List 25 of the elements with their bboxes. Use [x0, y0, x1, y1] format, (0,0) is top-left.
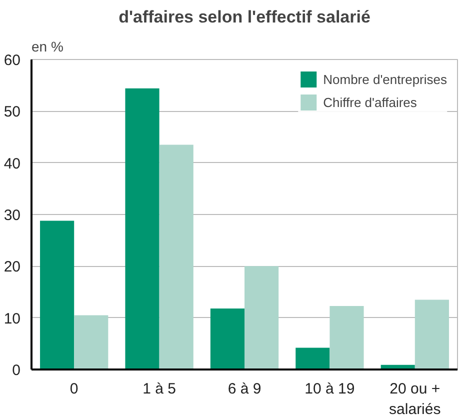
y-tick-label: 60 — [4, 52, 21, 69]
x-tick-label: 0 — [70, 380, 78, 398]
bar — [244, 266, 279, 370]
legend-label: Nombre d'entreprises — [323, 72, 447, 86]
y-tick-label: 0 — [12, 362, 20, 379]
bar — [125, 88, 160, 370]
legend-label: Chiffre d'affaires — [323, 94, 417, 110]
bar — [330, 306, 364, 370]
y-tick-label: 10 — [4, 310, 21, 328]
chart-title: d'affaires selon l'effectif salarié — [118, 8, 370, 26]
y-axis-title: en % — [32, 38, 64, 54]
bar — [40, 220, 74, 370]
bar — [74, 315, 108, 370]
x-tick-label: 10 à 19 — [304, 380, 355, 398]
bar — [159, 144, 194, 370]
x-tick-label: 6 à 9 — [228, 380, 262, 398]
y-tick-label: 40 — [4, 155, 21, 172]
bar — [210, 308, 244, 370]
bar — [296, 348, 330, 370]
y-tick-label: 30 — [4, 207, 21, 224]
y-tick-label: 20 — [4, 258, 21, 276]
bar — [414, 300, 449, 370]
x-tick-label: 20 ou + salariés — [389, 380, 441, 418]
y-tick-label: 50 — [4, 104, 21, 121]
x-tick-label: 1 à 5 — [142, 380, 176, 398]
